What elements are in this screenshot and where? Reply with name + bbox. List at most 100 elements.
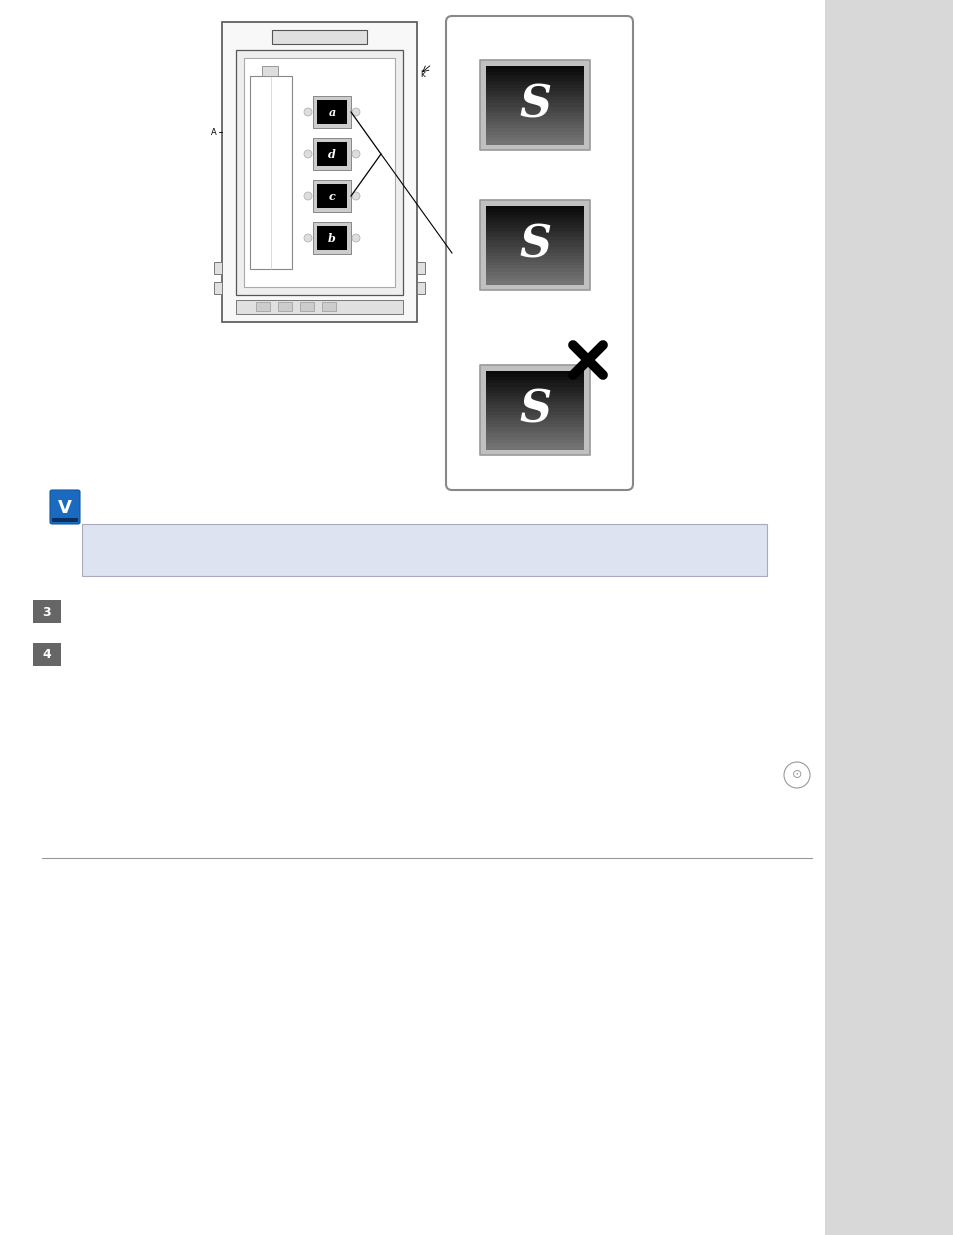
Bar (262, 65, 277, 77)
Text: 3: 3 (43, 605, 51, 619)
Bar (485, 69, 583, 73)
Bar (222, 22, 416, 322)
Bar (485, 75, 583, 79)
Bar (485, 424, 583, 427)
FancyBboxPatch shape (50, 490, 80, 524)
Bar (485, 280, 583, 284)
Bar (485, 85, 583, 89)
Bar (485, 387, 583, 390)
Bar (250, 77, 292, 269)
Bar (485, 243, 583, 247)
Bar (485, 94, 583, 98)
Bar (485, 259, 583, 263)
Bar (485, 221, 583, 225)
Circle shape (304, 149, 312, 158)
Bar (313, 180, 351, 212)
Bar (235, 300, 402, 314)
Bar (213, 262, 222, 274)
Bar (213, 282, 222, 294)
Bar (33, 600, 61, 622)
Bar (322, 303, 335, 311)
Bar (485, 427, 583, 431)
Bar (485, 65, 583, 69)
Text: V: V (58, 499, 71, 517)
Bar (485, 72, 583, 75)
Bar (485, 399, 583, 403)
Circle shape (352, 233, 359, 242)
Bar (485, 241, 583, 245)
Bar (485, 403, 583, 406)
Bar (485, 405, 583, 409)
Bar (272, 30, 367, 44)
Bar (485, 125, 583, 128)
Bar (485, 225, 583, 228)
Bar (313, 222, 351, 254)
Bar (485, 128, 583, 132)
Bar (485, 209, 583, 212)
Bar (313, 138, 351, 170)
Bar (485, 231, 583, 235)
Bar (485, 268, 583, 272)
Bar (485, 212, 583, 216)
Bar (485, 227, 583, 231)
Bar (485, 278, 583, 282)
Bar (485, 98, 583, 101)
Bar (82, 524, 766, 576)
Text: k: k (419, 69, 424, 79)
Bar (479, 200, 589, 290)
Bar (52, 517, 78, 522)
Bar (485, 110, 583, 114)
Bar (824, 0, 953, 1235)
Bar (485, 88, 583, 91)
Bar (485, 380, 583, 384)
Bar (485, 135, 583, 138)
Text: A: A (211, 127, 216, 137)
Bar (479, 366, 589, 454)
Bar (485, 446, 583, 450)
Bar (485, 440, 583, 443)
Bar (485, 215, 583, 219)
Bar (485, 235, 583, 237)
Bar (485, 274, 583, 278)
Circle shape (352, 107, 359, 116)
Bar (316, 184, 347, 207)
Bar (244, 58, 395, 287)
Bar (255, 303, 270, 311)
Bar (485, 390, 583, 393)
Bar (485, 393, 583, 396)
Bar (485, 116, 583, 120)
Bar (485, 411, 583, 415)
Bar (416, 282, 424, 294)
Bar (299, 303, 314, 311)
Bar (485, 79, 583, 82)
Circle shape (304, 233, 312, 242)
Bar (485, 104, 583, 107)
Bar (485, 370, 583, 374)
Bar (485, 138, 583, 141)
Bar (485, 122, 583, 126)
Bar (485, 417, 583, 421)
Bar (485, 443, 583, 446)
Text: S: S (518, 84, 551, 126)
Bar (479, 61, 589, 149)
Bar (485, 119, 583, 122)
Circle shape (304, 191, 312, 200)
Bar (485, 384, 583, 387)
Bar (33, 643, 61, 666)
Bar (485, 415, 583, 419)
Bar (485, 219, 583, 222)
Text: ⊙: ⊙ (791, 768, 801, 782)
Bar (485, 237, 583, 241)
Bar (485, 433, 583, 437)
Bar (485, 141, 583, 144)
Bar (485, 396, 583, 400)
Circle shape (352, 191, 359, 200)
Bar (485, 106, 583, 110)
Bar (485, 100, 583, 104)
Bar (485, 409, 583, 412)
Bar (485, 266, 583, 269)
Bar (316, 226, 347, 249)
Bar (485, 374, 583, 378)
Bar (485, 206, 583, 210)
Bar (485, 377, 583, 380)
